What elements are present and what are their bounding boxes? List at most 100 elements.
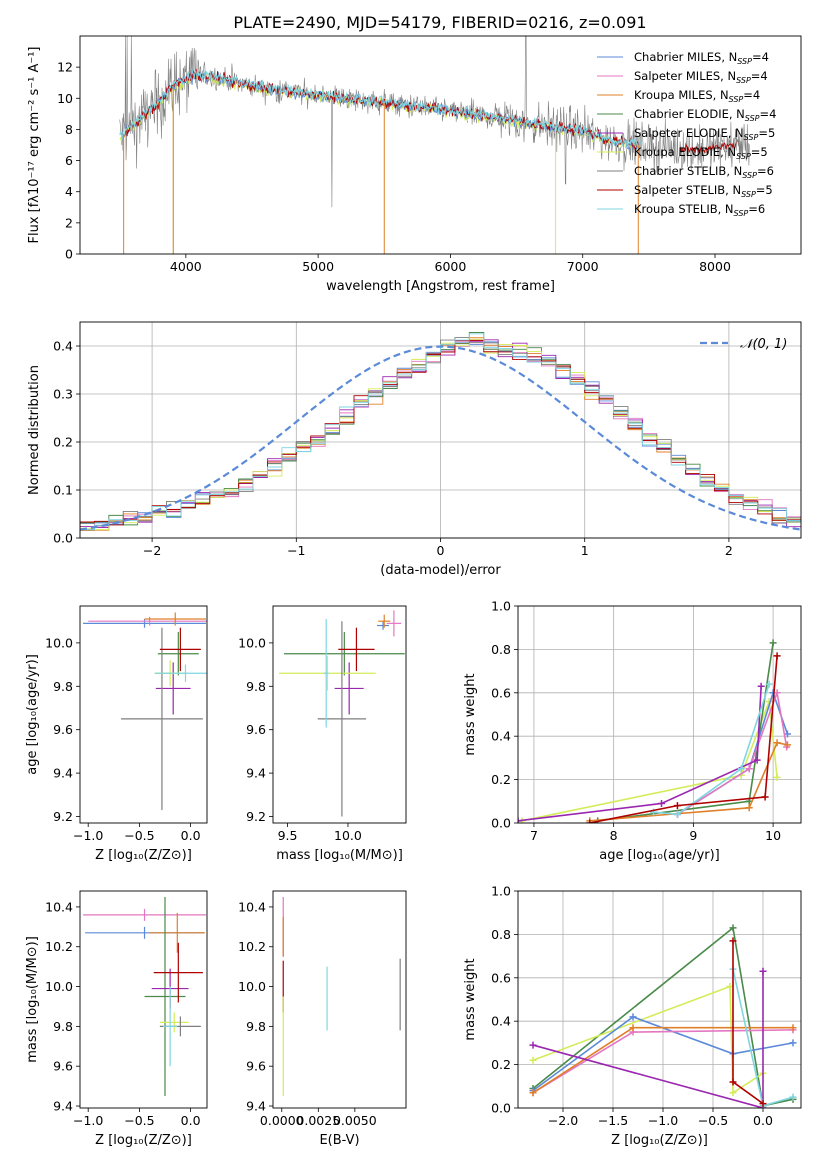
x-axis-label: Z [log₁₀(Z/Z⊙)] xyxy=(95,1133,192,1148)
x-tick-label: −0.5 xyxy=(124,828,154,843)
y-axis-label: mass weight xyxy=(463,958,478,1040)
x-tick-label: −2.0 xyxy=(548,1113,578,1128)
x-tick-label: −0.5 xyxy=(124,1113,154,1128)
legend-label: Salpeter MILES, NSSP=4 xyxy=(634,69,768,85)
x-axis-label: age [log₁₀(age/yr)] xyxy=(599,848,720,863)
y-axis-label: Flux [fλ10⁻¹⁷ erg cm⁻² s⁻¹ A⁻¹] xyxy=(27,47,42,244)
mass-weight-line-salpeter_stelib xyxy=(589,655,778,823)
histogram-chabrier_stelib xyxy=(80,337,801,538)
histogram-kroupa_stelib xyxy=(80,333,801,538)
legend-label: Salpeter STELIB, NSSP=5 xyxy=(634,183,773,199)
y-tick-label: 9.8 xyxy=(246,679,266,694)
mass-weight-marker xyxy=(773,773,781,781)
y-axis-label: mass [log₁₀(M/M⊙)] xyxy=(25,936,40,1063)
x-axis-label: E(B-V) xyxy=(319,1133,359,1148)
panel-spectrum: 4000 5000 6000 7000 8000 0 2 4 6 8 10 12 wavelength … xyxy=(27,35,802,294)
x-tick-label: 10 xyxy=(765,828,781,843)
mass-weight-marker xyxy=(529,1089,537,1097)
legend: Chabrier MILES, NSSP=4 Salpeter MILES, NS… xyxy=(597,50,776,218)
mass-weight-marker xyxy=(673,810,681,818)
x-tick-label: 1 xyxy=(581,543,589,558)
mass-weight-line-chabrier_elodie xyxy=(597,642,774,822)
mass-weight-line-salpeter_elodie xyxy=(518,686,762,822)
mass-weight-marker xyxy=(745,804,753,812)
y-tick-label: 10 xyxy=(57,91,73,106)
x-axis-label: (data-model)/error xyxy=(380,563,501,578)
x-tick-label: −1 xyxy=(287,543,305,558)
y-tick-label: 0.4 xyxy=(491,729,511,744)
y-axis-label: age [log₁₀(age/yr)] xyxy=(25,654,40,775)
model-spectrum-salpeter-stelib-red xyxy=(680,142,737,154)
mass-weight-marker xyxy=(529,1056,537,1064)
y-tick-label: 1.0 xyxy=(491,599,511,614)
axes-frame xyxy=(79,605,208,824)
y-tick-label: 0.1 xyxy=(53,483,73,498)
y-tick-label: 8 xyxy=(65,122,73,137)
y-tick-label: 9.6 xyxy=(246,722,266,737)
y-tick-label: 1.0 xyxy=(491,884,511,899)
normal-curve xyxy=(80,345,801,531)
x-tick-label: 2 xyxy=(725,543,733,558)
mass-weight-line-kroupa_stelib xyxy=(653,683,770,816)
x-tick-label: 0.0025 xyxy=(296,1113,340,1128)
legend-label: Chabrier STELIB, NSSP=6 xyxy=(634,164,774,180)
axes-frame xyxy=(272,890,407,1109)
y-tick-label: 4 xyxy=(65,184,73,199)
y-tick-label: 0.0 xyxy=(491,1101,511,1116)
y-tick-label: 0.2 xyxy=(53,435,73,450)
y-tick-label: 10.2 xyxy=(45,939,73,954)
mass-weight-marker xyxy=(518,817,522,823)
mass-weight-line-salpeter_elodie xyxy=(532,971,764,1108)
x-tick-label: 0.0 xyxy=(181,1113,201,1128)
plot-area xyxy=(279,610,405,817)
histogram-salpeter_stelib xyxy=(80,339,801,538)
x-tick-label: 0.0000 xyxy=(260,1113,304,1128)
legend-label: 𝒩(0, 1) xyxy=(740,337,787,352)
x-tick-label: 0 xyxy=(437,543,445,558)
y-tick-label: 10.0 xyxy=(238,979,266,994)
y-tick-label: 10.4 xyxy=(45,899,73,914)
x-tick-label: 7000 xyxy=(567,259,599,274)
y-tick-label: 9.6 xyxy=(53,1059,73,1074)
panel-age-vs-Z: −1.0 −0.5 0.0 9.2 9.4 9.6 9.8 10.0 Z [log₁₀(Z/Z⊙… xyxy=(25,605,208,863)
axes-frame xyxy=(79,35,802,255)
legend-label: Salpeter ELODIE, NSSP=5 xyxy=(634,126,775,142)
mass-weight-line-chabrier_elodie xyxy=(532,926,794,1107)
x-axis-label: wavelength [Angstrom, rest frame] xyxy=(326,279,555,294)
mass-weight-marker xyxy=(729,1089,737,1097)
plot-area xyxy=(83,896,206,1097)
mass-weight-marker xyxy=(673,802,681,810)
x-tick-label: 6000 xyxy=(435,259,467,274)
mass-weight-marker xyxy=(759,1100,767,1108)
y-tick-label: 0 xyxy=(65,247,73,262)
y-tick-label: 2 xyxy=(65,215,73,230)
panel-mass-weight-vs-age: 7 8 9 10 0.0 0.2 0.4 0.6 0.8 1.0 age [log₁₀(age/yr… xyxy=(463,599,802,863)
mass-weight-marker xyxy=(745,765,753,773)
legend-label: Kroupa STELIB, NSSP=6 xyxy=(634,202,765,218)
y-tick-label: 9.4 xyxy=(246,1099,266,1114)
y-tick-label: 10.2 xyxy=(238,939,266,954)
y-tick-label: 10.4 xyxy=(238,899,266,914)
mass-weight-marker xyxy=(729,1078,737,1086)
mass-weight-marker xyxy=(789,1039,797,1047)
mass-weight-marker xyxy=(789,1024,797,1032)
x-tick-label: −1.5 xyxy=(598,1113,628,1128)
y-tick-label: 9.4 xyxy=(246,766,266,781)
y-tick-label: 6 xyxy=(65,153,73,168)
mass-weight-marker xyxy=(586,819,594,823)
y-tick-label: 10.0 xyxy=(45,635,73,650)
legend-label: Chabrier ELODIE, NSSP=4 xyxy=(634,107,776,123)
legend-label: Kroupa ELODIE, NSSP=5 xyxy=(634,145,768,161)
legend-label: Chabrier MILES, NSSP=4 xyxy=(634,50,769,66)
axes-frame xyxy=(272,605,407,824)
x-axis-label: mass [log₁₀(M/M⊙)] xyxy=(276,848,403,863)
mass-weight-marker xyxy=(759,967,767,975)
mass-weight-marker xyxy=(789,1093,797,1101)
x-axis-label: Z [log₁₀(Z/Z⊙)] xyxy=(95,848,192,863)
y-tick-label: 9.4 xyxy=(53,1099,73,1114)
panel-mass-vs-Z: −1.0 −0.5 0.0 9.4 9.6 9.8 10.0 10.2 10.4 Z [log₁₀… xyxy=(25,890,208,1148)
x-tick-label: 0.0050 xyxy=(333,1113,377,1128)
y-tick-label: 0.6 xyxy=(491,970,511,985)
x-tick-label: 9.5 xyxy=(278,828,298,843)
